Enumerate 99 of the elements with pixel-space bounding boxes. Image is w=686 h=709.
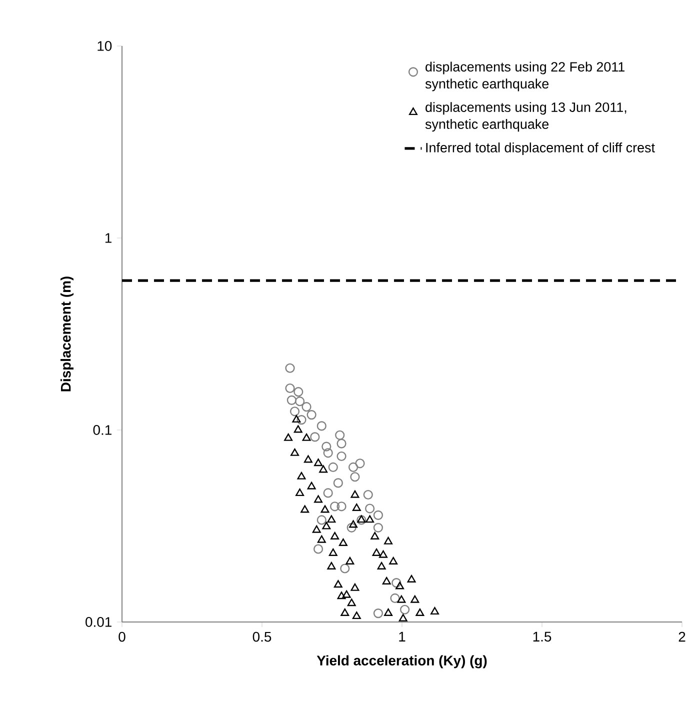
x-tick-label: 1.5 bbox=[533, 632, 552, 642]
point bbox=[328, 548, 338, 556]
y-tick-label: 10 bbox=[98, 41, 112, 51]
point bbox=[327, 515, 336, 523]
x-tick-label: 1 bbox=[399, 632, 406, 642]
point bbox=[330, 532, 340, 540]
x-tick-label: 0.5 bbox=[252, 632, 272, 642]
x-tick-label: 2 bbox=[678, 632, 686, 642]
point bbox=[290, 448, 299, 456]
point bbox=[398, 614, 408, 622]
point bbox=[317, 535, 326, 543]
point bbox=[323, 448, 333, 458]
legend-label: displacements using 22 Feb 2011 synthetic earthquake bbox=[425, 62, 624, 92]
point bbox=[355, 458, 365, 468]
point bbox=[319, 465, 328, 473]
point bbox=[314, 495, 323, 503]
point bbox=[373, 608, 383, 618]
point bbox=[430, 607, 439, 615]
point bbox=[363, 490, 373, 500]
point bbox=[389, 556, 398, 564]
point bbox=[333, 478, 343, 488]
point bbox=[316, 515, 326, 525]
point bbox=[379, 550, 388, 558]
point bbox=[300, 505, 310, 513]
point bbox=[285, 383, 295, 394]
point bbox=[294, 425, 302, 433]
point bbox=[335, 430, 345, 440]
point bbox=[330, 502, 340, 512]
point bbox=[396, 582, 404, 590]
point bbox=[302, 402, 312, 412]
point bbox=[342, 590, 351, 598]
point bbox=[373, 510, 383, 520]
point bbox=[372, 548, 381, 556]
point bbox=[346, 522, 356, 532]
point bbox=[336, 451, 346, 462]
point bbox=[416, 608, 424, 616]
point bbox=[340, 608, 350, 616]
point bbox=[338, 538, 348, 546]
point bbox=[366, 515, 374, 523]
point bbox=[295, 396, 305, 406]
point bbox=[304, 455, 312, 463]
x-axis-title: Yield acceleration (Ky) (g) bbox=[316, 655, 487, 668]
point bbox=[340, 564, 350, 574]
point bbox=[390, 593, 400, 604]
point bbox=[373, 522, 383, 532]
point bbox=[312, 525, 321, 533]
point bbox=[310, 432, 320, 442]
point bbox=[297, 472, 306, 480]
point bbox=[307, 482, 316, 490]
point bbox=[327, 562, 336, 570]
point bbox=[285, 363, 295, 373]
point bbox=[377, 562, 386, 570]
point bbox=[336, 502, 346, 512]
point bbox=[392, 578, 402, 588]
legend-label: Inferred total displacement of cliff crest bbox=[426, 142, 655, 156]
point bbox=[350, 490, 360, 498]
point bbox=[397, 595, 406, 603]
point bbox=[284, 433, 293, 441]
point bbox=[313, 544, 324, 554]
point bbox=[294, 387, 304, 397]
point bbox=[286, 395, 296, 405]
point bbox=[328, 462, 338, 472]
y-axis-title: Displacement (m) bbox=[60, 276, 74, 392]
point bbox=[407, 574, 416, 582]
point bbox=[347, 598, 356, 606]
point bbox=[400, 604, 410, 614]
point bbox=[296, 488, 304, 496]
point bbox=[334, 580, 342, 588]
point bbox=[370, 532, 380, 540]
point bbox=[336, 438, 346, 448]
y-tick-label: 0.1 bbox=[93, 425, 112, 435]
point bbox=[352, 504, 361, 512]
point bbox=[306, 410, 316, 420]
point bbox=[296, 415, 306, 425]
point bbox=[292, 415, 301, 423]
point bbox=[349, 520, 358, 528]
point bbox=[348, 462, 358, 472]
point bbox=[337, 592, 346, 600]
point bbox=[322, 442, 332, 452]
point bbox=[352, 612, 361, 620]
point bbox=[350, 583, 360, 591]
point bbox=[346, 556, 354, 564]
y-tick-label: 0.01 bbox=[86, 617, 112, 627]
y-tick-label: 1 bbox=[105, 233, 112, 243]
x-tick-label: 0 bbox=[118, 632, 126, 642]
point bbox=[384, 536, 393, 544]
point bbox=[322, 522, 331, 530]
point bbox=[320, 505, 330, 513]
point bbox=[365, 504, 375, 514]
point bbox=[302, 433, 311, 441]
point bbox=[382, 576, 391, 584]
legend-label: displacements using 13 Jun 2011, synthetic earthquake bbox=[425, 102, 626, 132]
point bbox=[350, 472, 360, 482]
point bbox=[384, 608, 393, 616]
point bbox=[314, 458, 323, 466]
point bbox=[316, 421, 326, 431]
point bbox=[290, 406, 300, 416]
point bbox=[323, 488, 333, 498]
point bbox=[410, 595, 420, 603]
